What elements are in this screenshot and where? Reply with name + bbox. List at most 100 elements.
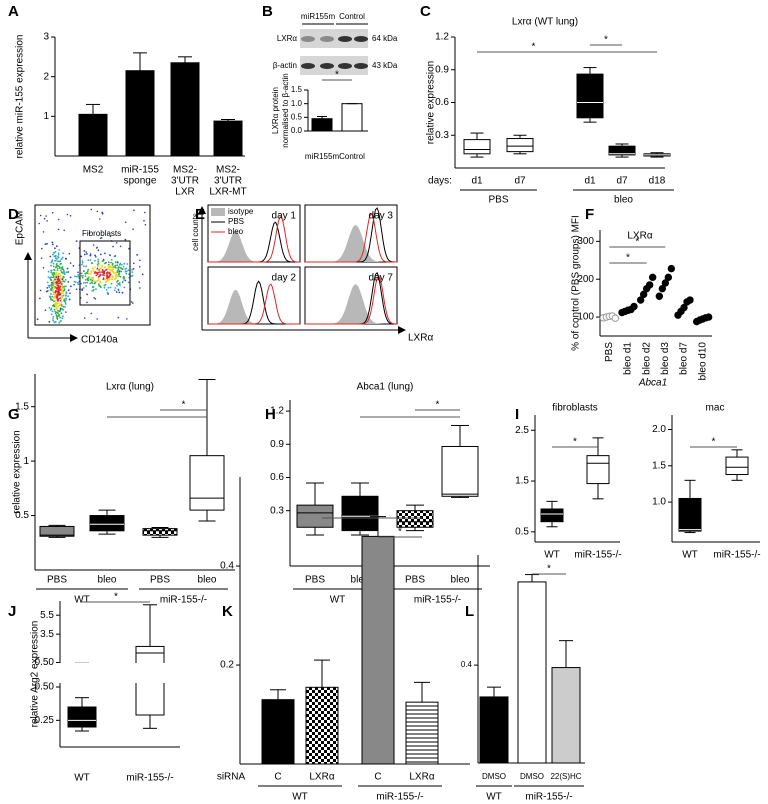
event-dot — [65, 297, 67, 300]
event-dot — [54, 286, 57, 288]
plot-segment — [75, 604, 165, 663]
event-dot — [55, 307, 57, 309]
event-dot — [109, 286, 112, 289]
panel-letter: C — [420, 3, 431, 20]
event-dot — [58, 267, 61, 269]
y-tick-label: 0.9 — [270, 439, 284, 450]
event-dot — [56, 311, 59, 314]
event-dot — [111, 275, 114, 277]
significance-label: * — [573, 437, 577, 448]
x-tick-label: d18 — [649, 176, 666, 187]
arrow-head — [24, 252, 32, 260]
event-dot — [61, 285, 64, 287]
event-dot — [57, 290, 59, 293]
event-dot — [59, 260, 62, 263]
box — [586, 455, 610, 485]
bar — [479, 696, 509, 764]
point — [704, 313, 713, 321]
event-dot — [125, 272, 128, 275]
x-tick-label: miR-155-/- — [574, 550, 621, 561]
event-dot — [93, 282, 96, 285]
point — [655, 292, 664, 300]
x-tick-label: MS2- — [216, 165, 240, 176]
event-dot — [53, 308, 56, 311]
event-dot — [62, 289, 65, 292]
group-label: miR-155-/- — [376, 792, 423, 803]
y-tick-label: 2 — [43, 71, 49, 82]
event-dot — [104, 269, 107, 272]
event-dot — [97, 278, 100, 280]
event-dot — [51, 259, 54, 262]
significance-label: * — [532, 42, 536, 53]
bar — [361, 535, 395, 765]
y-tick-label: 0.3 — [270, 505, 284, 516]
event-dot — [77, 275, 80, 278]
event-dot — [96, 280, 98, 282]
event-dot — [105, 268, 108, 271]
blot-band — [338, 63, 352, 69]
x-tick-label: sponge — [124, 176, 157, 187]
x-tick-label: LXRα — [409, 772, 434, 783]
event-dot — [36, 318, 39, 321]
event-dot — [54, 259, 56, 262]
event-dot — [53, 255, 56, 258]
event-dot — [97, 260, 100, 263]
event-dot — [51, 211, 54, 214]
x-tick-label: d7 — [616, 176, 628, 187]
event-dot — [103, 284, 106, 287]
x-tick-label: miR-155 — [121, 165, 159, 176]
event-dot — [58, 249, 61, 251]
panel-letter: B — [262, 3, 273, 20]
point — [667, 264, 676, 273]
event-dot — [108, 268, 111, 271]
panel-letter: E — [195, 206, 205, 223]
chart-title: fibroblasts — [552, 403, 598, 414]
event-dot — [54, 312, 57, 315]
x-tick-label: LXRα — [309, 772, 334, 783]
event-dot — [61, 283, 63, 285]
event-dot — [58, 304, 61, 307]
chart-title: LXRα — [627, 231, 652, 242]
event-dot — [99, 267, 102, 270]
event-dot — [60, 292, 63, 295]
panel-letter: J — [8, 603, 16, 620]
event-dot — [48, 284, 51, 287]
event-dot — [95, 274, 98, 277]
point — [636, 296, 645, 304]
event-dot — [69, 276, 72, 279]
event-dot — [66, 267, 69, 270]
event-dot — [121, 281, 124, 283]
event-dot — [62, 305, 65, 308]
event-dot — [55, 257, 57, 260]
x-tick-label: C — [374, 772, 381, 783]
event-dot — [100, 253, 102, 256]
event-dot — [83, 317, 86, 319]
event-dot — [144, 224, 147, 226]
event-dot — [131, 269, 133, 271]
y-tick-label: 300 — [577, 236, 594, 247]
event-dot — [111, 268, 114, 271]
event-dot — [54, 250, 57, 253]
event-dot — [118, 275, 120, 277]
event-dot — [84, 273, 87, 275]
x-tick-label: WT — [682, 550, 698, 561]
event-dot — [117, 316, 120, 319]
y-axis-label: relative miR-155 expression — [15, 35, 26, 159]
event-dot — [106, 291, 109, 294]
box — [678, 497, 702, 532]
x-tick-label: bleo d3 — [660, 342, 671, 375]
event-dot — [50, 264, 52, 267]
blot-strip — [300, 29, 368, 48]
box — [441, 445, 479, 497]
point — [630, 302, 638, 311]
event-dot — [112, 271, 114, 273]
event-dot — [51, 310, 54, 313]
event-dot — [69, 262, 72, 264]
y-tick-label: 2.5 — [515, 425, 529, 436]
event-dot — [65, 311, 67, 313]
event-dot — [59, 281, 62, 284]
event-dot — [67, 281, 70, 283]
y-tick-label: 0.25 — [35, 715, 55, 726]
event-dot — [97, 262, 100, 265]
event-dot — [63, 229, 65, 232]
